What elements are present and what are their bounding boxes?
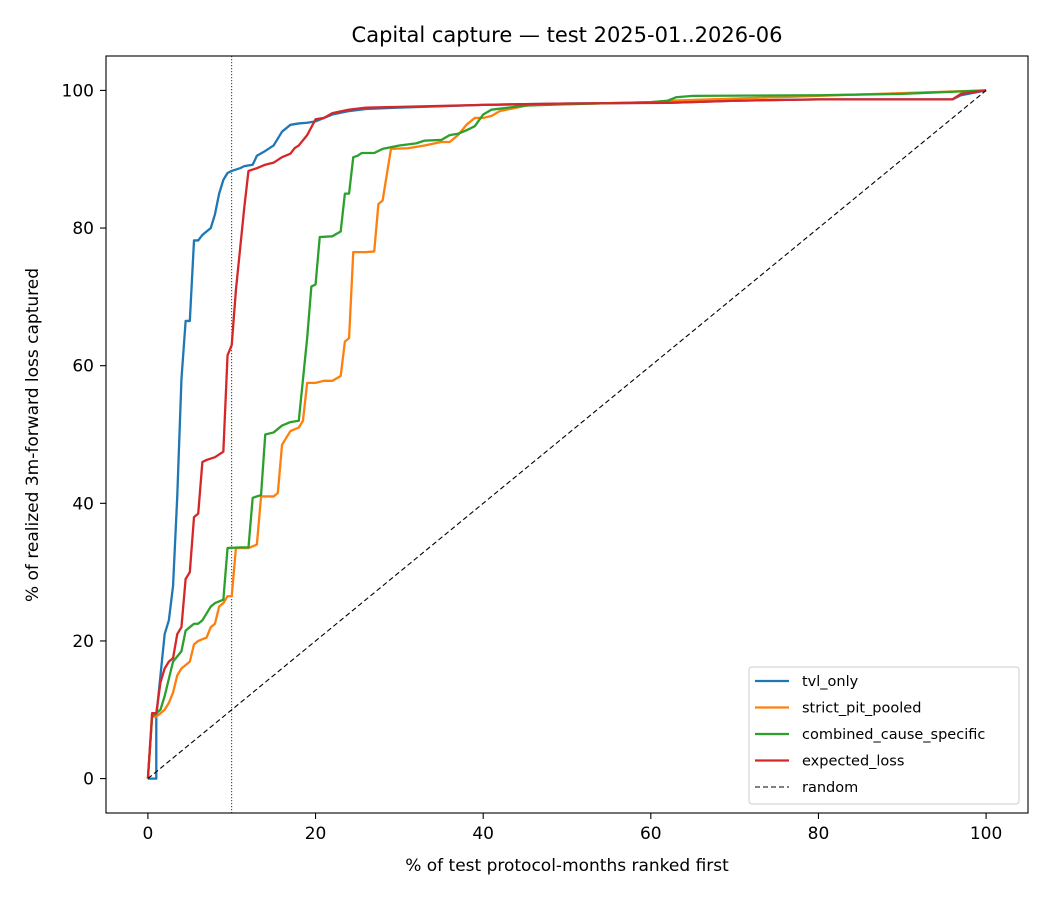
x-tick-label: 0 [142, 824, 153, 844]
axes-frame [105, 55, 1029, 814]
y-tick-label: 100 [62, 81, 94, 101]
y-tick-label: 20 [72, 632, 94, 652]
axes-layer: 0 20 40 60 80 100 0 20 40 60 80 100 [62, 55, 1029, 844]
y-tick-label: 80 [72, 219, 94, 239]
legend-label-tvl-only: tvl_only [802, 674, 859, 690]
chart-title: Capital capture — test 2025-01..2026-06 [352, 23, 783, 47]
x-tick-label: 40 [472, 824, 494, 844]
series-line-random [147, 89, 987, 780]
y-tick-label: 40 [72, 494, 94, 514]
legend-label-strict-pit-pooled: strict_pit_pooled [802, 701, 921, 717]
x-tick-label: 80 [808, 824, 830, 844]
series-layer [146, 56, 987, 813]
legend-label-combined-cause-specific: combined_cause_specific [802, 727, 985, 743]
series-line-expected-loss [146, 89, 987, 779]
y-tick-label: 0 [83, 770, 94, 790]
y-tick-label: 60 [72, 357, 94, 377]
series-line-strict-pit-pooled [146, 89, 987, 779]
legend-box [748, 666, 1020, 805]
legend-label-expected-loss: expected_loss [802, 754, 904, 770]
legend: tvl_only strict_pit_pooled combined_cause_… [748, 666, 1020, 805]
legend-label-random: random [802, 780, 858, 796]
y-axis-label: % of realized 3m-forward loss captured [23, 268, 43, 602]
series-line-combined-cause-specific [146, 89, 987, 779]
x-tick-label: 100 [970, 824, 1002, 844]
x-axis-label: % of test protocol-months ranked first [405, 856, 729, 876]
x-tick-label: 60 [640, 824, 662, 844]
x-tick-label: 20 [305, 824, 327, 844]
